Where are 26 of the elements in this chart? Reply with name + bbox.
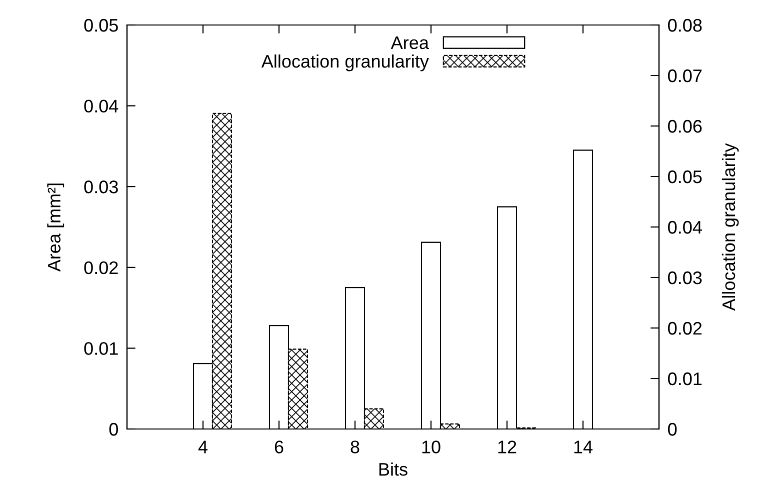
- x-tick-label: 4: [198, 440, 208, 454]
- legend-label: Area: [390, 36, 429, 50]
- x-tick-label: 14: [574, 440, 593, 454]
- x-axis-title: Bits: [379, 462, 408, 476]
- y2-tick-label: 0.08: [668, 18, 702, 32]
- x-tick-label: 12: [498, 440, 516, 454]
- y-tick-label: 0.04: [84, 100, 118, 113]
- y-axis-title: Area [mm²]: [47, 184, 64, 272]
- x-tick-label: 10: [422, 440, 440, 454]
- y-tick-label: 0.05: [84, 18, 118, 32]
- y2-tick-label: 0.02: [668, 322, 702, 335]
- y2-axis-title: Allocation granularity: [722, 143, 739, 311]
- y2-tick-label: 0.05: [668, 170, 702, 184]
- y-tick-label: 0.02: [84, 261, 118, 274]
- y2-tick-label: 0.04: [668, 220, 702, 234]
- y-tick-label: 0.01: [84, 342, 118, 355]
- y2-tick-label: 0.07: [668, 69, 702, 82]
- y2-tick-label: 0: [668, 422, 677, 436]
- y2-tick-label: 0.01: [668, 372, 702, 386]
- y2-tick-label: 0.03: [668, 271, 702, 284]
- legend-label: Allocation granularity: [261, 54, 429, 72]
- x-tick-label: 6: [274, 440, 284, 454]
- y-tick-label: 0: [109, 422, 118, 436]
- x-tick-label: 8: [350, 440, 360, 454]
- y2-tick-label: 0.06: [668, 120, 702, 133]
- y-tick-label: 0.03: [84, 180, 118, 194]
